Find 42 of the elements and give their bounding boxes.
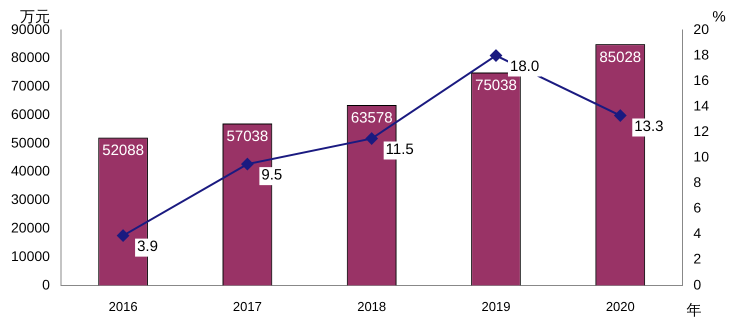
x-tick-label: 2019 [482, 298, 510, 314]
point [241, 158, 254, 170]
point [614, 110, 626, 122]
y-tick-label: 60000 [10, 106, 50, 122]
y-tick-label: 40000 [10, 162, 50, 179]
y-tick-label: 80000 [10, 49, 50, 66]
data-label: 52088 [102, 142, 144, 160]
x-tick-label: 2016 [108, 298, 138, 314]
y2-axis-title: % [712, 8, 726, 26]
data-label: 13.3 [634, 118, 664, 136]
y2-tick-label: 20 [693, 20, 710, 37]
x-tick-label: 2020 [606, 298, 635, 314]
y-tick-label: 50000 [10, 134, 50, 150]
data-label: 75038 [475, 77, 517, 94]
data-label: 11.5 [386, 141, 414, 158]
y-tick-label: 30000 [10, 191, 50, 208]
point [490, 50, 502, 62]
point [117, 230, 130, 242]
y2-tick-label: 10 [693, 148, 710, 165]
data-label: 85028 [599, 48, 642, 66]
x-tick-label: 2018 [357, 298, 386, 314]
y2-tick-label: 14 [693, 97, 710, 114]
data-label: 18.0 [510, 58, 540, 76]
data-label: 3.9 [137, 238, 158, 256]
y2-tick-label: 0 [693, 276, 702, 292]
y-tick-label: 0 [42, 276, 50, 292]
y2-tick-label: 4 [693, 225, 702, 242]
y2-tick-label: 2 [693, 250, 702, 267]
y2-tick-label: 8 [693, 174, 702, 190]
y-tick-label: 20000 [10, 220, 50, 236]
y-tick-label: 10000 [10, 248, 50, 264]
data-label: 9.5 [261, 166, 282, 184]
point [366, 132, 378, 145]
y2-tick-label: 12 [693, 123, 710, 140]
y2-tick-label: 18 [693, 46, 710, 62]
x-tick-label: 2017 [232, 298, 262, 314]
y2-tick-label: 16 [693, 72, 710, 88]
x-axis-title: 年 [686, 302, 702, 320]
y2-tick-label: 6 [693, 200, 702, 216]
data-label: 63578 [350, 110, 393, 127]
y-tick-label: 70000 [10, 78, 50, 94]
data-label: 57038 [226, 128, 268, 146]
